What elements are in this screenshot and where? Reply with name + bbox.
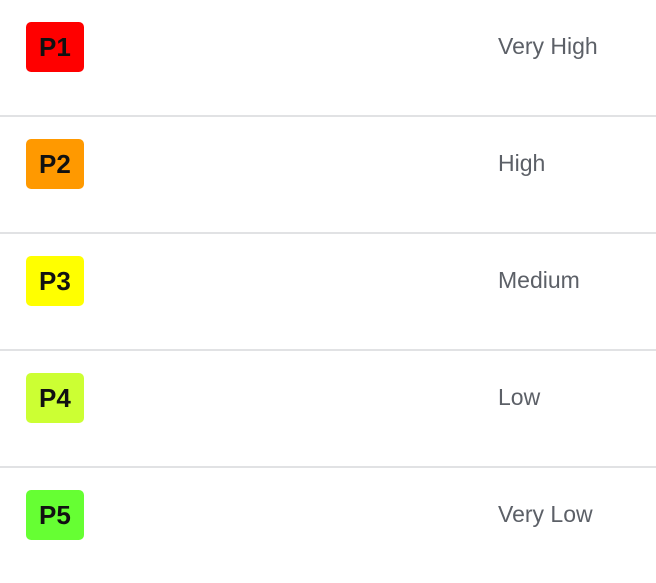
priority-label-p5: Very Low bbox=[498, 501, 593, 527]
priority-row-p1: P1 Very High bbox=[0, 0, 656, 117]
priority-badge-p3: P3 bbox=[26, 256, 84, 306]
priority-badge-p5: P5 bbox=[26, 490, 84, 540]
priority-row-p4: P4 Low bbox=[0, 351, 656, 468]
priority-badge-p1: P1 bbox=[26, 22, 84, 72]
priority-label-p2: High bbox=[498, 150, 546, 176]
priority-row-p2: P2 High bbox=[0, 117, 656, 234]
priority-label-p1: Very High bbox=[498, 33, 598, 59]
priority-label-p4: Low bbox=[498, 384, 541, 410]
priority-row-p5: P5 Very Low bbox=[0, 468, 656, 583]
priority-row-p3: P3 Medium bbox=[0, 234, 656, 351]
priority-badge-p4: P4 bbox=[26, 373, 84, 423]
priority-label-p3: Medium bbox=[498, 267, 580, 293]
priority-badge-p2: P2 bbox=[26, 139, 84, 189]
